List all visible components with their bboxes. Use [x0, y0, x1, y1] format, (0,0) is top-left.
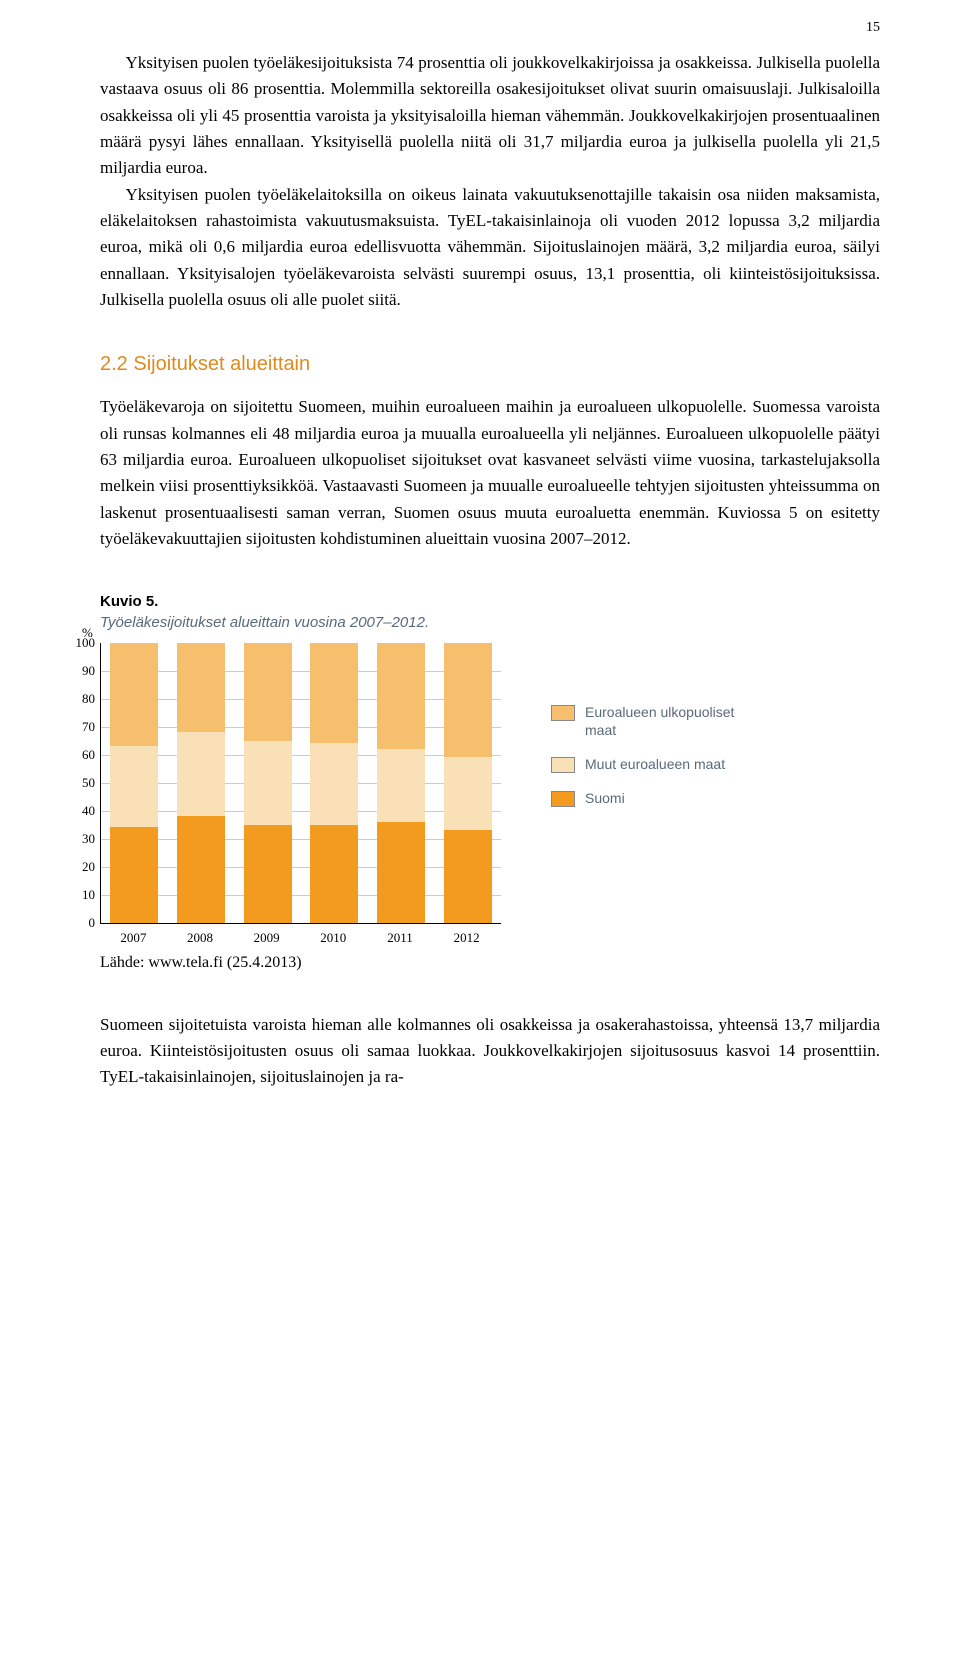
bar-segment-muut [444, 757, 492, 830]
x-tick-label: 2012 [443, 930, 491, 946]
y-tick-label: 50 [82, 775, 101, 791]
bar-column [377, 643, 425, 923]
paragraph-1b: Yksityisen puolen työeläkelaitoksilla on… [100, 182, 880, 314]
bar-segment-ulko [177, 643, 225, 733]
bar-column [177, 643, 225, 923]
body-text-block-1: Yksityisen puolen työeläkesijoituksista … [100, 50, 880, 313]
y-tick-label: 10 [82, 887, 101, 903]
x-tick-label: 2009 [243, 930, 291, 946]
figure-5: Kuvio 5. Työeläkesijoitukset alueittain … [100, 593, 880, 972]
legend-swatch [551, 705, 575, 721]
x-tick-label: 2010 [309, 930, 357, 946]
bar-column [110, 643, 158, 923]
legend-label: Suomi [585, 789, 625, 807]
paragraph-2: Työeläkevaroja on sijoitettu Suomeen, mu… [100, 394, 880, 552]
x-axis-labels: 2007 2008 2009 2010 2011 2012 [100, 930, 500, 946]
bar-segment-ulko [377, 643, 425, 749]
bar-segment-ulko [110, 643, 158, 747]
legend-swatch [551, 791, 575, 807]
bar-segment-muut [244, 741, 292, 825]
bar-segment-ulko [444, 643, 492, 758]
legend-label: Euroalueen ulkopuoliset maat [585, 703, 755, 739]
legend-swatch [551, 757, 575, 773]
x-tick-label: 2007 [109, 930, 157, 946]
bar-segment-ulko [310, 643, 358, 744]
bars-container [101, 643, 501, 923]
section-heading: 2.2 Sijoitukset alueittain [100, 353, 880, 376]
bar-column [310, 643, 358, 923]
figure-source: Lähde: www.tela.fi (25.4.2013) [100, 954, 880, 972]
bar-segment-muut [110, 746, 158, 827]
legend-label: Muut euroalueen maat [585, 755, 725, 773]
bar-segment-suomi [177, 816, 225, 922]
y-tick-label: 60 [82, 747, 101, 763]
y-tick-label: 80 [82, 691, 101, 707]
figure-caption: Työeläkesijoitukset alueittain vuosina 2… [100, 614, 880, 631]
legend-item: Suomi [551, 789, 755, 807]
y-tick-label: 20 [82, 859, 101, 875]
bar-segment-suomi [110, 827, 158, 922]
x-tick-label: 2008 [176, 930, 224, 946]
body-text-block-3: Suomeen sijoitetuista varoista hieman al… [100, 1012, 880, 1091]
legend-item: Euroalueen ulkopuoliset maat [551, 703, 755, 739]
bar-segment-muut [177, 732, 225, 816]
bar-column [444, 643, 492, 923]
bar-segment-suomi [444, 830, 492, 922]
bar-segment-ulko [244, 643, 292, 741]
legend-item: Muut euroalueen maat [551, 755, 755, 773]
y-tick-label: 0 [89, 915, 102, 931]
x-tick-label: 2011 [376, 930, 424, 946]
bar-segment-muut [377, 749, 425, 822]
paragraph-1a: Yksityisen puolen työeläkesijoituksista … [100, 50, 880, 182]
chart-legend: Euroalueen ulkopuoliset maat Muut euroalu… [551, 703, 755, 824]
bar-column [244, 643, 292, 923]
bar-segment-suomi [244, 825, 292, 923]
figure-label: Kuvio 5. [100, 593, 880, 610]
body-text-block-2: Työeläkevaroja on sijoitettu Suomeen, mu… [100, 394, 880, 552]
y-tick-label: 90 [82, 663, 101, 679]
y-tick-label: 30 [82, 831, 101, 847]
stacked-bar-chart: % 0102030405060708090100 200720082009201… [100, 643, 501, 946]
bar-segment-suomi [310, 825, 358, 923]
bar-segment-suomi [377, 822, 425, 923]
y-tick-label: 70 [82, 719, 101, 735]
page-number: 15 [866, 20, 880, 36]
paragraph-3: Suomeen sijoitetuista varoista hieman al… [100, 1012, 880, 1091]
y-tick-label: 40 [82, 803, 101, 819]
bar-segment-muut [310, 743, 358, 824]
y-tick-label: 100 [76, 635, 102, 651]
